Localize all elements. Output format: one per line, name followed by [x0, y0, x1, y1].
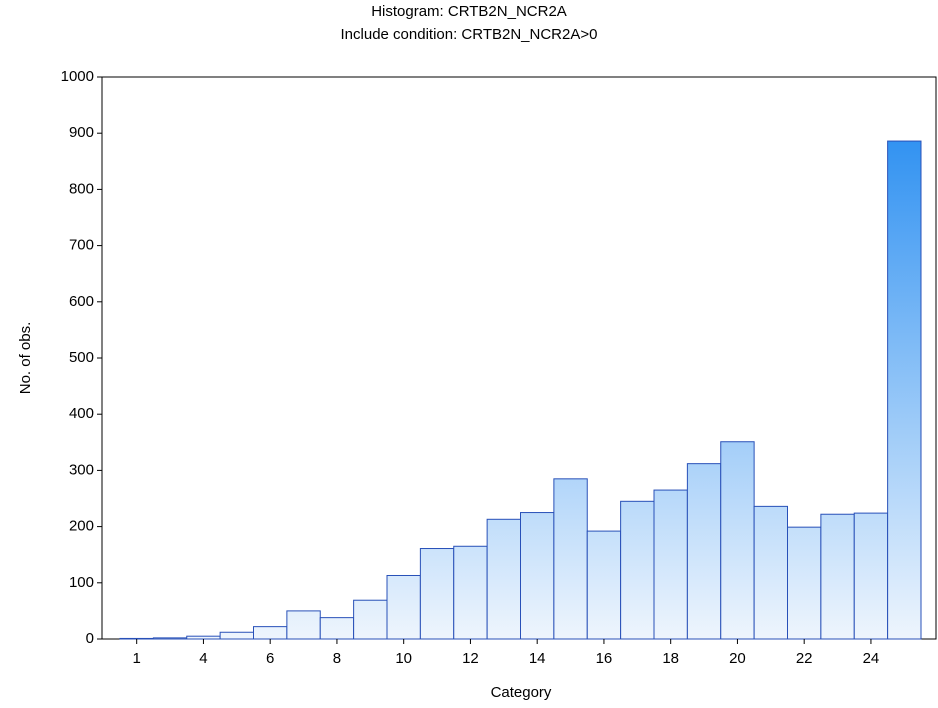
x-tick-label: 8 [333, 650, 341, 667]
bar [520, 512, 555, 640]
y-tick-label: 800 [69, 180, 94, 197]
x-tick-label: 18 [662, 650, 679, 667]
y-tick-label: 1000 [61, 68, 94, 85]
bar [186, 635, 221, 640]
bar [219, 631, 254, 640]
chart-subtitle: Include condition: CRTB2N_NCR2A>0 [341, 26, 598, 43]
bar [419, 548, 455, 640]
x-tick-label: 12 [462, 650, 479, 667]
bar [653, 489, 688, 640]
bar [319, 617, 355, 640]
bar [486, 518, 521, 640]
x-tick-label: 16 [596, 650, 613, 667]
x-tick-label: 20 [729, 650, 746, 667]
bar [586, 530, 622, 640]
bar [553, 478, 588, 640]
bar [253, 626, 288, 640]
bar [787, 526, 822, 640]
chart-title: Histogram: CRTB2N_NCR2A [371, 3, 567, 20]
bar [353, 599, 388, 640]
y-tick-label: 900 [69, 124, 94, 141]
bar [887, 140, 922, 640]
bar [686, 463, 722, 640]
bar [152, 637, 188, 640]
y-tick-label: 500 [69, 349, 94, 366]
bar [853, 512, 889, 640]
x-tick-label: 1 [133, 650, 141, 667]
x-tick-label: 6 [266, 650, 274, 667]
y-tick-label: 0 [86, 630, 94, 647]
y-tick-label: 100 [69, 574, 94, 591]
bar [820, 513, 855, 640]
x-tick-label: 10 [395, 650, 412, 667]
x-tick-label: 22 [796, 650, 813, 667]
bar [753, 505, 788, 640]
x-tick-label: 4 [199, 650, 207, 667]
bar [620, 500, 655, 640]
y-tick-label: 700 [69, 237, 94, 254]
x-axis-title: Category [491, 684, 552, 701]
bar [286, 610, 321, 640]
bar [720, 441, 755, 640]
y-tick-label: 400 [69, 405, 94, 422]
y-axis-title: No. of obs. [17, 322, 34, 395]
y-tick-label: 200 [69, 518, 94, 535]
bar [386, 574, 421, 640]
bar [453, 545, 488, 640]
bar [119, 637, 154, 640]
y-tick-label: 300 [69, 461, 94, 478]
x-tick-label: 14 [529, 650, 546, 667]
y-tick-label: 600 [69, 293, 94, 310]
x-tick-label: 24 [863, 650, 880, 667]
